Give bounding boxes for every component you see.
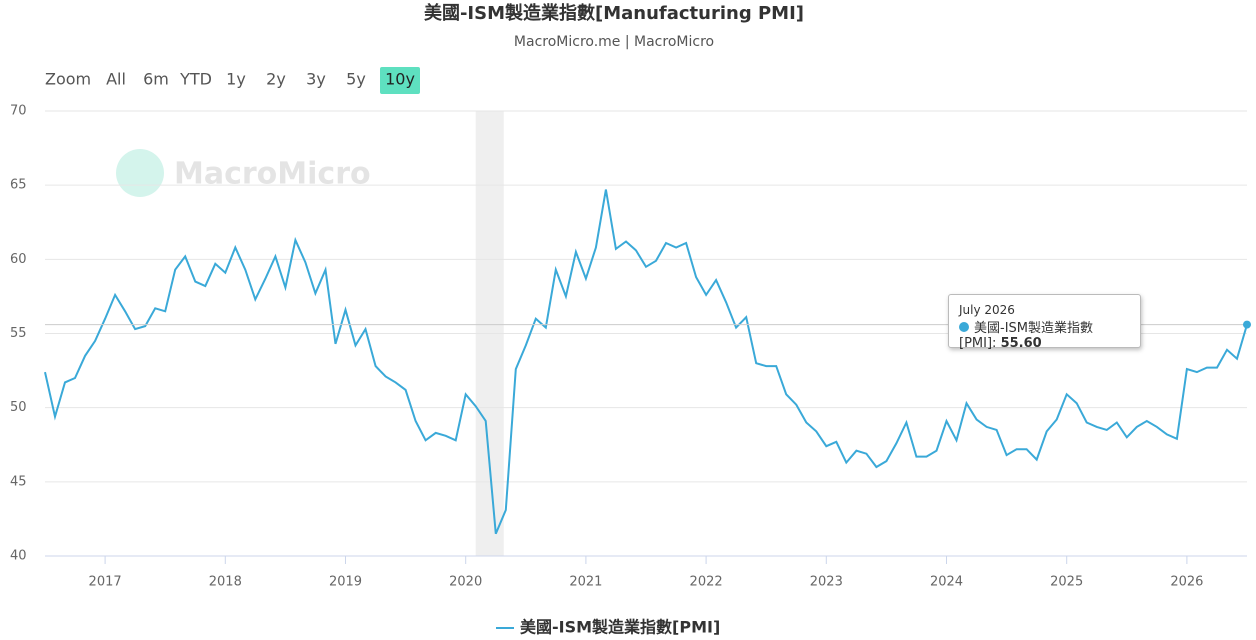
y-tick-label: 40 — [10, 549, 27, 564]
tooltip-title: July 2026 — [959, 303, 1015, 317]
y-tick-label: 55 — [10, 326, 27, 341]
x-tick-label: 2018 — [209, 575, 242, 590]
range-button-label: YTD — [179, 70, 212, 89]
x-tick-label: 2026 — [1170, 575, 1203, 590]
x-tick-label: 2021 — [569, 575, 602, 590]
range-button-label: 6m — [143, 70, 169, 89]
x-tick-label: 2023 — [810, 575, 843, 590]
range-button-label: 1y — [226, 70, 246, 89]
x-tick-label: 2020 — [449, 575, 482, 590]
range-button[interactable]: 1y — [226, 70, 246, 89]
x-tick-label: 2022 — [690, 575, 723, 590]
x-tick-label: 2025 — [1050, 575, 1083, 590]
tooltip-marker — [959, 322, 969, 332]
x-tick-label: 2017 — [89, 575, 122, 590]
range-button[interactable]: YTD — [179, 70, 212, 89]
y-tick-label: 70 — [10, 104, 27, 119]
y-tick-label: 50 — [10, 400, 27, 415]
chart-subtitle: MacroMicro.me | MacroMicro — [514, 34, 714, 50]
hover-marker — [1243, 320, 1251, 329]
series-line — [44, 189, 1248, 535]
range-button[interactable]: 10y — [380, 67, 420, 94]
range-button[interactable]: 2y — [266, 70, 286, 89]
y-tick-label: 45 — [10, 474, 27, 489]
y-tick-label: 60 — [10, 252, 27, 267]
range-button-label: 3y — [306, 70, 326, 89]
range-button-label: 5y — [346, 70, 366, 89]
tooltip-value: 55.60 — [1000, 336, 1042, 351]
chart-title: 美國-ISM製造業指數[Manufacturing PMI] — [424, 2, 804, 24]
range-button[interactable]: All — [106, 70, 126, 89]
range-button-label: All — [106, 70, 126, 89]
legend-item[interactable]: 美國-ISM製造業指數[PMI] — [496, 618, 720, 637]
zoom-label: Zoom — [45, 70, 91, 89]
watermark: MacroMicro — [174, 157, 371, 192]
x-tick-label: 2019 — [329, 575, 362, 590]
tooltip: July 2026 美國-ISM製造業指數[PMI]55.60 — [948, 294, 1141, 351]
y-tick-label: 65 — [10, 178, 27, 193]
range-button[interactable]: 6m — [143, 70, 169, 89]
range-button[interactable]: 5y — [346, 70, 366, 89]
range-button-label: 10y — [385, 70, 415, 89]
x-tick-label: 2024 — [930, 575, 963, 590]
range-button[interactable]: 3y — [306, 70, 326, 89]
range-button-bg — [380, 67, 420, 94]
watermark-logo — [116, 149, 164, 197]
legend-label: 美國-ISM製造業指數[PMI] — [520, 618, 720, 637]
range-button-label: 2y — [266, 70, 286, 89]
